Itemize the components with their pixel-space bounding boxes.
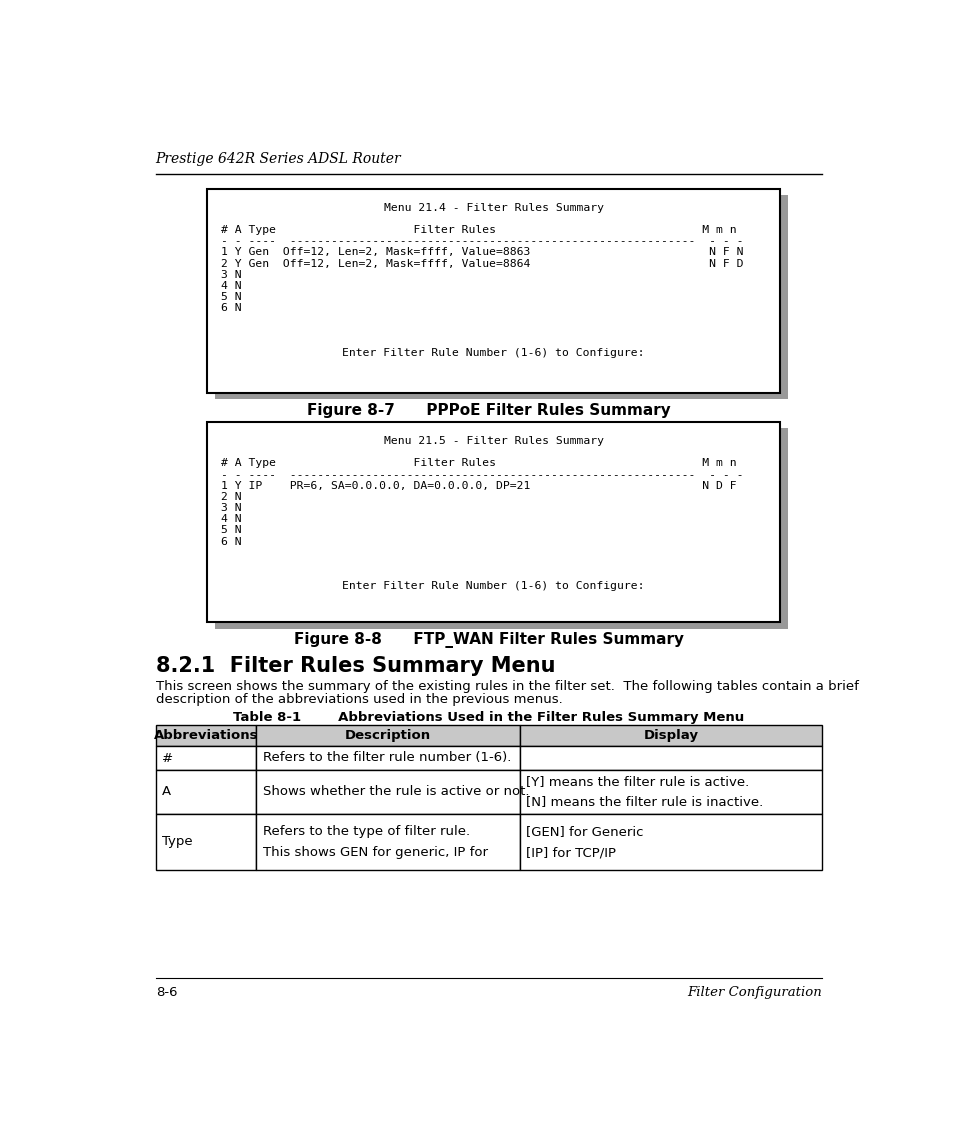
Text: 2 Y Gen  Off=12, Len=2, Mask=ffff, Value=8864                          N F D: 2 Y Gen Off=12, Len=2, Mask=ffff, Value=… [220,258,742,268]
Text: 6 N: 6 N [220,303,241,314]
Text: Refers to the type of filter rule.: Refers to the type of filter rule. [262,824,469,838]
Text: - - ----  -----------------------------------------------------------  - - -: - - ---- -------------------------------… [220,470,742,480]
Bar [256,746,519,770]
Text: [N] means the filter rule is inactive.: [N] means the filter rule is inactive. [525,796,762,808]
Bar [519,814,821,869]
Text: Display: Display [643,729,698,743]
Bar [519,770,821,814]
Text: 8-6: 8-6 [155,986,177,998]
Text: This shows GEN for generic, IP for: This shows GEN for generic, IP for [262,847,487,859]
Text: 8.2.1  Filter Rules Summary Menu: 8.2.1 Filter Rules Summary Menu [155,657,555,676]
Text: Menu 21.4 - Filter Rules Summary: Menu 21.4 - Filter Rules Summary [383,203,603,213]
Text: [GEN] for Generic: [GEN] for Generic [525,824,643,838]
Text: - - ----  -----------------------------------------------------------  - - -: - - ---- -------------------------------… [220,237,742,247]
Text: Figure 8-8      FTP_WAN Filter Rules Summary: Figure 8-8 FTP_WAN Filter Rules Summary [294,632,683,648]
Bar [214,195,787,400]
Bar [155,770,256,814]
Text: # A Type                    Filter Rules                              M m n: # A Type Filter Rules M m n [220,225,736,235]
Text: 1 Y Gen  Off=12, Len=2, Mask=ffff, Value=8863                          N F N: 1 Y Gen Off=12, Len=2, Mask=ffff, Value=… [220,248,742,257]
Text: Figure 8-7      PPPoE Filter Rules Summary: Figure 8-7 PPPoE Filter Rules Summary [307,403,670,418]
Text: 3 N: 3 N [220,503,241,513]
Text: 1 Y IP    PR=6, SA=0.0.0.0, DA=0.0.0.0, DP=21                         N D F: 1 Y IP PR=6, SA=0.0.0.0, DA=0.0.0.0, DP=… [220,481,736,491]
Text: description of the abbreviations used in the previous menus.: description of the abbreviations used in… [155,693,562,706]
Text: Enter Filter Rule Number (1-6) to Configure:: Enter Filter Rule Number (1-6) to Config… [342,348,644,358]
Text: Enter Filter Rule Number (1-6) to Configure:: Enter Filter Rule Number (1-6) to Config… [342,582,644,591]
Text: Table 8-1        Abbreviations Used in the Filter Rules Summary Menu: Table 8-1 Abbreviations Used in the Filt… [233,711,743,724]
Bar [519,724,821,746]
Text: Prestige 642R Series ADSL Router: Prestige 642R Series ADSL Router [155,152,401,165]
Text: Description: Description [345,729,431,743]
Bar [256,724,519,746]
Text: [Y] means the filter rule is active.: [Y] means the filter rule is active. [525,775,749,788]
Text: #: # [162,752,172,764]
Text: Type: Type [162,835,193,848]
Text: [IP] for TCP/IP: [IP] for TCP/IP [525,847,616,859]
Text: # A Type                    Filter Rules                              M m n: # A Type Filter Rules M m n [220,458,736,469]
Bar [256,814,519,869]
Text: 5 N: 5 N [220,292,241,302]
Text: Refers to the filter rule number (1-6).: Refers to the filter rule number (1-6). [262,752,511,764]
Text: 3 N: 3 N [220,269,241,280]
Text: A: A [162,786,171,798]
Text: 6 N: 6 N [220,537,241,547]
Bar [207,189,780,393]
Text: Filter Configuration: Filter Configuration [687,986,821,998]
Text: Shows whether the rule is active or not.: Shows whether the rule is active or not. [262,786,529,798]
Bar [155,814,256,869]
Text: 4 N: 4 N [220,514,241,524]
Text: Menu 21.5 - Filter Rules Summary: Menu 21.5 - Filter Rules Summary [383,436,603,446]
Text: Abbreviations: Abbreviations [153,729,258,743]
Bar [207,422,780,623]
Bar [155,746,256,770]
Bar [214,428,787,628]
Text: This screen shows the summary of the existing rules in the filter set.  The foll: This screen shows the summary of the exi… [155,680,858,693]
Bar [256,770,519,814]
Text: 5 N: 5 N [220,525,241,535]
Text: 2 N: 2 N [220,492,241,501]
Bar [519,746,821,770]
Bar [155,724,256,746]
Text: 4 N: 4 N [220,281,241,291]
